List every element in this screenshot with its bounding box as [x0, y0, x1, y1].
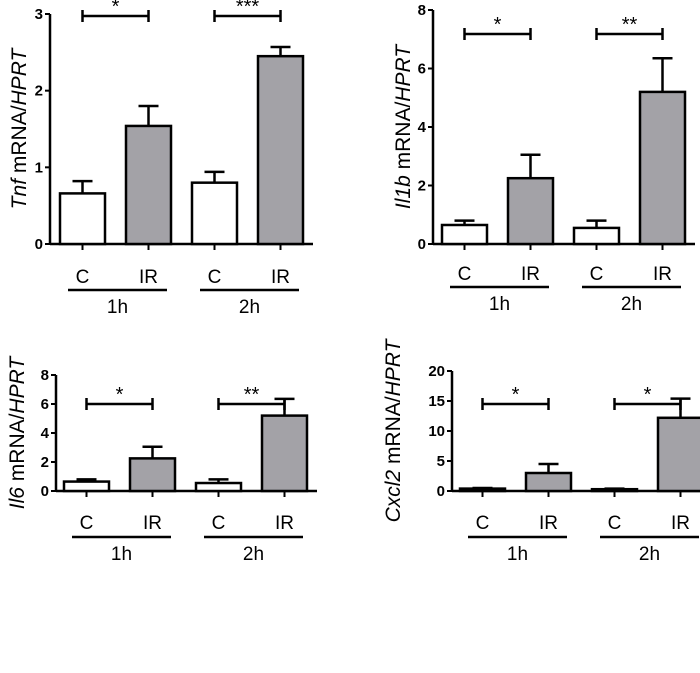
bar-c-2h — [590, 487, 639, 493]
y-label-gene: Tnf — [8, 177, 31, 210]
bar-c-1h — [458, 487, 507, 493]
y-tick-label: 1 — [35, 159, 43, 176]
category-label: IR — [539, 513, 558, 534]
category-label: IR — [521, 264, 540, 285]
category-label: C — [76, 267, 90, 288]
y-axis-label: Il6 mRNA/HPRT — [6, 355, 29, 510]
bar-c-2h — [194, 481, 243, 493]
category-label: C — [458, 264, 472, 285]
y-tick-label: 4 — [418, 119, 427, 136]
y-tick-label: 15 — [428, 393, 445, 410]
bar-c-1h — [58, 192, 107, 246]
y-tick-label: 10 — [428, 423, 445, 440]
y-label-ref: HPRT — [8, 47, 31, 106]
y-axis-label: Il1b mRNA/HPRT — [392, 43, 415, 209]
group-label: 2h — [639, 544, 660, 565]
y-tick-label: 2 — [41, 454, 49, 471]
y-tick-label: 20 — [428, 363, 445, 380]
y-label-gene: Il1b — [392, 175, 415, 209]
y-tick-label: 6 — [418, 61, 426, 78]
category-label: C — [80, 513, 94, 534]
bar-ir-1h — [506, 176, 555, 246]
significance-stars: ** — [244, 384, 260, 406]
category-label: C — [590, 264, 604, 285]
group-label: 1h — [489, 294, 510, 315]
significance-stars: * — [116, 384, 124, 406]
significance-stars: ** — [622, 14, 638, 36]
y-tick-label: 3 — [35, 6, 43, 23]
category-label: C — [608, 513, 622, 534]
significance-stars: *** — [236, 0, 260, 18]
group-label: 1h — [111, 544, 132, 565]
bar-c-1h — [440, 223, 489, 246]
significance-stars: * — [644, 384, 652, 406]
y-label-ref: HPRT — [382, 337, 405, 396]
y-tick-label: 2 — [35, 83, 43, 100]
significance-stars: * — [112, 0, 120, 18]
bar-c-2h — [190, 181, 239, 246]
category-label: IR — [139, 267, 158, 288]
group-label: 2h — [239, 297, 260, 318]
bar-ir-2h — [656, 416, 700, 493]
category-label: C — [212, 513, 226, 534]
y-tick-label: 6 — [41, 396, 49, 413]
bar-ir-2h — [256, 54, 305, 246]
panel-cxcl2: 0 5 10 15 20 Cxcl2 mRNA/HPRT C IR C IR 1h * 2h * — [382, 337, 700, 565]
y-axis-label: Tnf mRNA/HPRT — [8, 47, 31, 210]
bar-ir-1h — [128, 457, 177, 493]
significance-stars: * — [494, 14, 502, 36]
y-tick-label: 5 — [437, 453, 445, 470]
y-tick-label: 0 — [437, 483, 445, 500]
bar-ir-2h — [260, 414, 309, 493]
category-label: IR — [275, 513, 294, 534]
y-label-mid: mRNA/ — [392, 102, 415, 176]
y-label-mid: mRNA/ — [382, 396, 405, 470]
significance-stars: * — [512, 384, 520, 406]
group-label: 1h — [507, 544, 528, 565]
y-label-ref: HPRT — [6, 355, 29, 414]
category-label: IR — [653, 264, 672, 285]
y-label-mid: mRNA/ — [6, 413, 29, 487]
y-label-ref: HPRT — [392, 43, 415, 102]
panel-il6: 0 2 4 6 8 Il6 mRNA/HPRT C IR C IR 1h * 2h ** — [6, 355, 317, 565]
bar-ir-1h — [524, 471, 573, 493]
y-label-gene: Cxcl2 — [382, 470, 405, 523]
bar-ir-1h — [124, 124, 173, 246]
category-label: IR — [671, 513, 690, 534]
y-tick-label: 0 — [35, 236, 43, 253]
group-label: 1h — [107, 297, 128, 318]
category-label: IR — [143, 513, 162, 534]
bar-c-1h — [62, 480, 111, 493]
y-tick-label: 2 — [418, 178, 426, 195]
y-tick-label: 4 — [41, 425, 50, 442]
y-tick-label: 0 — [41, 483, 49, 500]
panel-tnf: 0 1 2 3 Tnf mRNA/HPRT C IR C IR 1h * 2h *** — [8, 0, 313, 318]
y-label-gene: Il6 — [6, 487, 29, 510]
category-label: IR — [271, 267, 290, 288]
y-label-mid: mRNA/ — [8, 105, 31, 179]
category-label: C — [208, 267, 222, 288]
group-label: 2h — [243, 544, 264, 565]
y-tick-label: 8 — [418, 2, 426, 19]
group-label: 2h — [621, 294, 642, 315]
bar-ir-2h — [638, 90, 687, 246]
y-tick-label: 0 — [418, 236, 426, 253]
category-label: C — [476, 513, 490, 534]
bar-c-2h — [572, 226, 621, 246]
y-axis-label: Cxcl2 mRNA/HPRT — [382, 337, 405, 522]
panel-il1b: 0 2 4 6 8 Il1b mRNA/HPRT C IR C IR 1h * 2h ** — [392, 2, 695, 315]
y-tick-label: 8 — [41, 367, 49, 384]
